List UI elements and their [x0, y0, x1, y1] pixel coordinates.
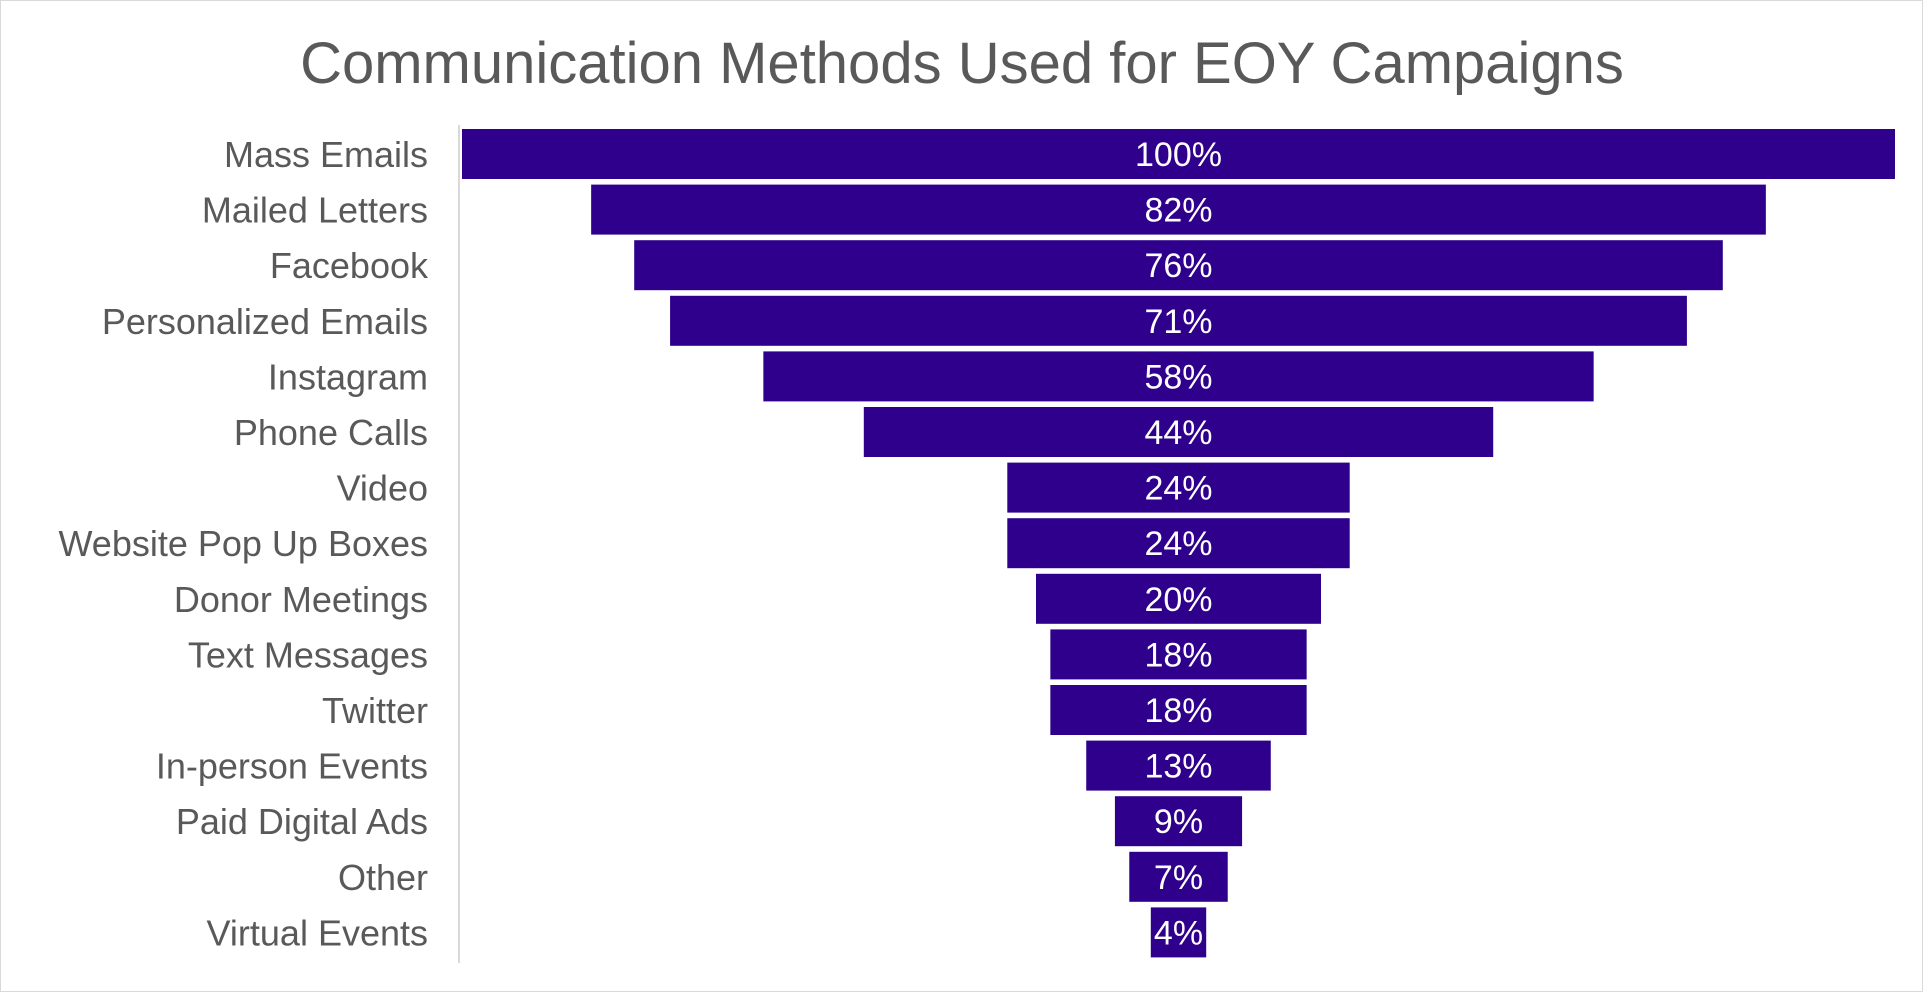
- category-tick-label: Other: [338, 857, 428, 898]
- data-label: 76%: [1144, 247, 1212, 285]
- category-tick-label: Personalized Emails: [102, 301, 428, 342]
- data-label: 18%: [1144, 692, 1212, 730]
- category-tick-label: Paid Digital Ads: [176, 801, 428, 842]
- category-tick-label: Video: [337, 468, 428, 509]
- funnel-bar: [761, 349, 1596, 404]
- category-tick-label: Text Messages: [188, 634, 428, 675]
- funnel-bar: [460, 127, 1897, 181]
- bars-group: [460, 127, 1897, 960]
- data-label: 7%: [1154, 859, 1203, 897]
- funnel-bar: [632, 238, 1725, 293]
- category-tick-label: Mass Emails: [224, 134, 428, 175]
- category-tick-label: Instagram: [268, 356, 428, 397]
- funnel-bar: [861, 405, 1496, 459]
- funnel-bar: [1127, 849, 1230, 904]
- data-label: 13%: [1144, 748, 1212, 786]
- category-tick-label: Donor Meetings: [174, 579, 428, 620]
- data-label: 71%: [1144, 303, 1212, 341]
- data-label: 44%: [1144, 414, 1212, 452]
- data-label: 9%: [1154, 803, 1203, 841]
- category-tick-label: Phone Calls: [234, 412, 428, 453]
- data-label: 82%: [1144, 192, 1212, 230]
- funnel-bar: [1048, 683, 1309, 737]
- category-tick-label: Website Pop Up Boxes: [58, 523, 428, 564]
- data-label: 100%: [1135, 136, 1222, 174]
- funnel-bar: [1148, 905, 1209, 960]
- funnel-bar: [1084, 738, 1273, 793]
- category-tick-label: Mailed Letters: [202, 190, 428, 231]
- category-tick-label: Twitter: [322, 690, 428, 731]
- data-label: 58%: [1144, 358, 1212, 396]
- data-label: 24%: [1144, 470, 1212, 508]
- funnel-bar: [1034, 571, 1323, 626]
- chart-title: Communication Methods Used for EOY Campa…: [300, 31, 1624, 96]
- value-labels-group: 100% 82% 76% 71% 58% 44% 24% 24% 20% 18% 18% 13% 9% 7…: [1135, 136, 1222, 952]
- data-label: 20%: [1144, 581, 1212, 619]
- category-labels-group: Mass Emails Mailed Letters Facebook Persona…: [58, 134, 429, 953]
- funnel-bar: [1112, 794, 1245, 849]
- funnel-bar: [1048, 627, 1309, 682]
- data-label: 24%: [1144, 525, 1212, 563]
- funnel-bar: [1005, 460, 1352, 515]
- funnel-bar: [589, 182, 1768, 237]
- funnel-bar: [668, 293, 1689, 348]
- data-label: 18%: [1144, 636, 1212, 674]
- category-tick-label: In-person Events: [156, 746, 428, 787]
- category-tick-label: Facebook: [270, 245, 429, 286]
- category-tick-label: Virtual Events: [207, 912, 428, 953]
- funnel-bar: [1005, 516, 1352, 571]
- data-label: 4%: [1154, 914, 1203, 952]
